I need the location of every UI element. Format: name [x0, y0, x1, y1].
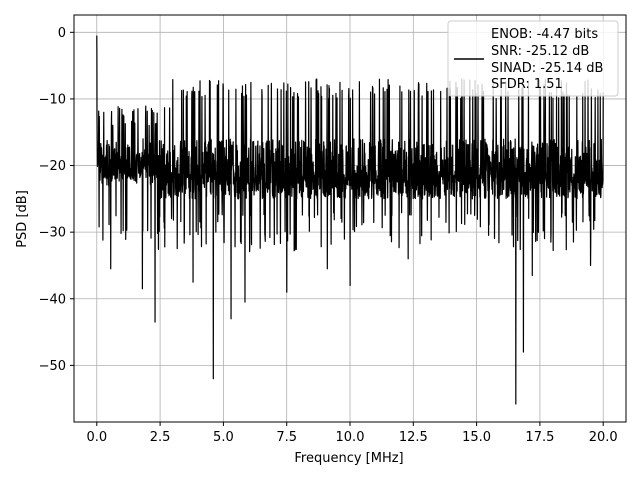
- x-tick-label: 5.0: [213, 430, 234, 445]
- y-tick-label: −30: [39, 226, 66, 241]
- x-axis-label: Frequency [MHz]: [294, 451, 403, 466]
- legend-entry-sfdr: SFDR: 1.51: [491, 77, 563, 92]
- y-tick-label: −50: [39, 359, 66, 374]
- y-tick-label: −40: [39, 292, 66, 307]
- legend-entry-sinad: SINAD: -25.14 dB: [491, 61, 603, 76]
- legend-box: [447, 20, 619, 97]
- y-axis-ticks: 0 −10 −20 −30 −40 −50: [39, 26, 74, 374]
- x-tick-label: 12.5: [399, 430, 428, 445]
- y-tick-label: 0: [58, 26, 66, 41]
- legend-entry-enob: ENOB: -4.47 bits: [491, 27, 598, 42]
- x-tick-label: 2.5: [150, 430, 171, 445]
- y-axis-label: PSD [dB]: [15, 190, 30, 248]
- x-tick-label: 20.0: [589, 430, 618, 445]
- x-axis-ticks: 0.0 2.5 5.0 7.5 10.0 12.5 15.0 17.5 20.0: [86, 422, 618, 445]
- x-tick-label: 0.0: [86, 430, 107, 445]
- y-tick-label: −20: [39, 159, 66, 174]
- y-tick-label: −10: [39, 92, 66, 107]
- x-tick-label: 10.0: [336, 430, 365, 445]
- x-tick-label: 15.0: [462, 430, 491, 445]
- legend: ENOB: -4.47 bits SNR: -25.12 dB SINAD: -…: [447, 20, 619, 97]
- psd-trace: [96, 35, 604, 405]
- x-tick-label: 7.5: [276, 430, 297, 445]
- legend-entry-snr: SNR: -25.12 dB: [491, 44, 589, 59]
- psd-series-line: [96, 35, 604, 405]
- x-tick-label: 17.5: [525, 430, 554, 445]
